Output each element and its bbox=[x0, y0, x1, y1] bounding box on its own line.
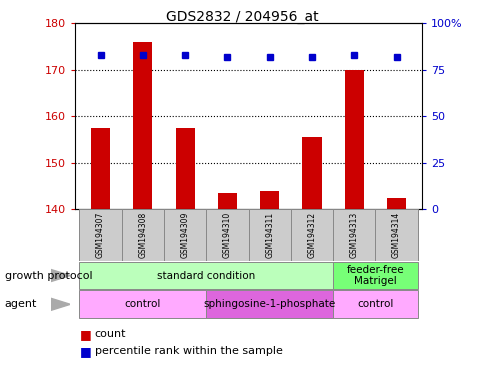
Text: GSM194313: GSM194313 bbox=[349, 212, 358, 258]
Bar bbox=[375, 209, 417, 261]
Bar bbox=[290, 209, 333, 261]
Bar bbox=[206, 209, 248, 261]
Bar bbox=[121, 209, 164, 261]
Bar bbox=[217, 193, 237, 209]
Bar bbox=[79, 262, 333, 290]
Bar bbox=[164, 209, 206, 261]
Text: GDS2832 / 204956_at: GDS2832 / 204956_at bbox=[166, 10, 318, 23]
Bar bbox=[333, 262, 417, 290]
Text: GSM194307: GSM194307 bbox=[96, 212, 105, 258]
Bar bbox=[79, 209, 121, 261]
Bar bbox=[175, 128, 194, 209]
Bar bbox=[133, 42, 152, 209]
Text: control: control bbox=[124, 299, 161, 310]
Bar bbox=[206, 291, 333, 318]
Text: control: control bbox=[357, 299, 393, 310]
Text: GSM194309: GSM194309 bbox=[180, 212, 189, 258]
Text: GSM194314: GSM194314 bbox=[391, 212, 400, 258]
Bar bbox=[302, 137, 321, 209]
Text: agent: agent bbox=[5, 299, 37, 310]
Text: GSM194310: GSM194310 bbox=[223, 212, 231, 258]
Text: percentile rank within the sample: percentile rank within the sample bbox=[94, 346, 282, 356]
Text: GSM194311: GSM194311 bbox=[265, 212, 273, 258]
Bar bbox=[91, 128, 110, 209]
Bar bbox=[248, 209, 290, 261]
Bar bbox=[386, 198, 405, 209]
Polygon shape bbox=[51, 298, 70, 310]
Text: sphingosine-1-phosphate: sphingosine-1-phosphate bbox=[203, 299, 335, 310]
Text: standard condition: standard condition bbox=[157, 270, 255, 281]
Polygon shape bbox=[51, 270, 70, 281]
Bar bbox=[79, 291, 206, 318]
Text: feeder-free
Matrigel: feeder-free Matrigel bbox=[346, 265, 403, 286]
Bar bbox=[344, 70, 363, 209]
Text: ■: ■ bbox=[80, 345, 91, 358]
Text: growth protocol: growth protocol bbox=[5, 270, 92, 281]
Text: GSM194308: GSM194308 bbox=[138, 212, 147, 258]
Text: ■: ■ bbox=[80, 328, 91, 341]
Bar bbox=[333, 209, 375, 261]
Text: GSM194312: GSM194312 bbox=[307, 212, 316, 258]
Text: count: count bbox=[94, 329, 126, 339]
Bar bbox=[259, 191, 279, 209]
Bar bbox=[333, 291, 417, 318]
